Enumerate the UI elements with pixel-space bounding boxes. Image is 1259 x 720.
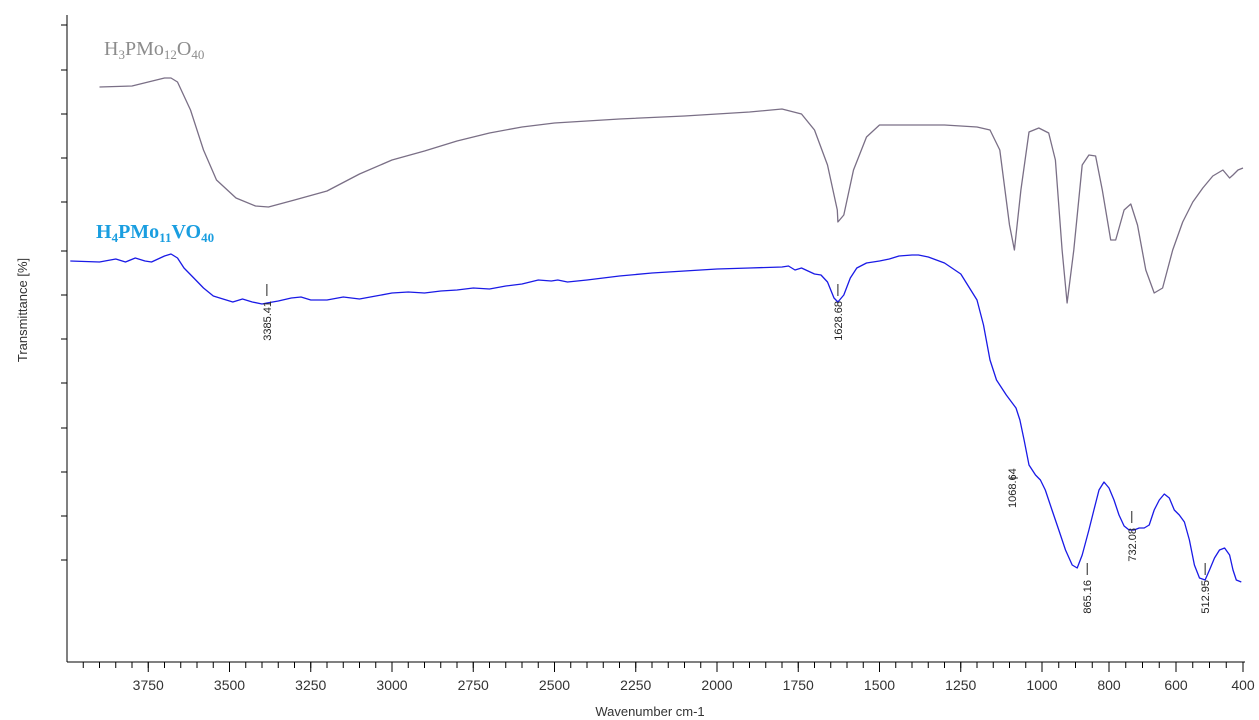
x-tick-label: 2250 <box>620 677 651 693</box>
series-line-1 <box>99 77 1244 304</box>
y-axis-title: Transmittance [%] <box>15 258 30 362</box>
series-layer <box>70 77 1244 583</box>
peak-labels: 3385.41 1628.68 1068.64 865.16 732.08 512.95 <box>262 284 1212 614</box>
axes: 3750 3500 3250 3000 2750 2500 2250 2000 1750 1500… <box>61 15 1255 693</box>
x-tick-label: 1250 <box>945 677 976 693</box>
x-tick-label: 3000 <box>376 677 407 693</box>
peak-label: 1068.64 <box>1007 468 1019 508</box>
series-line-2 <box>70 253 1242 583</box>
peak-label: 1628.68 <box>833 301 845 341</box>
x-tick-label: 3750 <box>133 677 164 693</box>
x-tick-label: 1500 <box>864 677 895 693</box>
x-tick-label: 1750 <box>783 677 814 693</box>
x-tick-label: 800 <box>1097 677 1121 693</box>
x-tick-label: 600 <box>1164 677 1188 693</box>
x-tick-label: 2500 <box>539 677 570 693</box>
x-tick-label: 3250 <box>295 677 326 693</box>
peak-label: 512.95 <box>1200 580 1212 614</box>
x-tick-label: 1000 <box>1026 677 1057 693</box>
x-tick-label: 2750 <box>458 677 489 693</box>
series-labels: H3PMo12O40 H4PMo11VO40 <box>96 38 214 245</box>
series-label-1: H3PMo12O40 <box>104 38 204 62</box>
peak-label: 732.08 <box>1127 528 1139 562</box>
peak-label: 865.16 <box>1082 580 1094 614</box>
x-tick-label: 400 <box>1231 677 1255 693</box>
peak-label: 3385.41 <box>262 301 274 341</box>
x-tick-label: 2000 <box>701 677 732 693</box>
series-label-2: H4PMo11VO40 <box>96 221 214 245</box>
x-tick-label: 3500 <box>214 677 245 693</box>
x-axis-title: Wavenumber cm-1 <box>595 704 704 719</box>
